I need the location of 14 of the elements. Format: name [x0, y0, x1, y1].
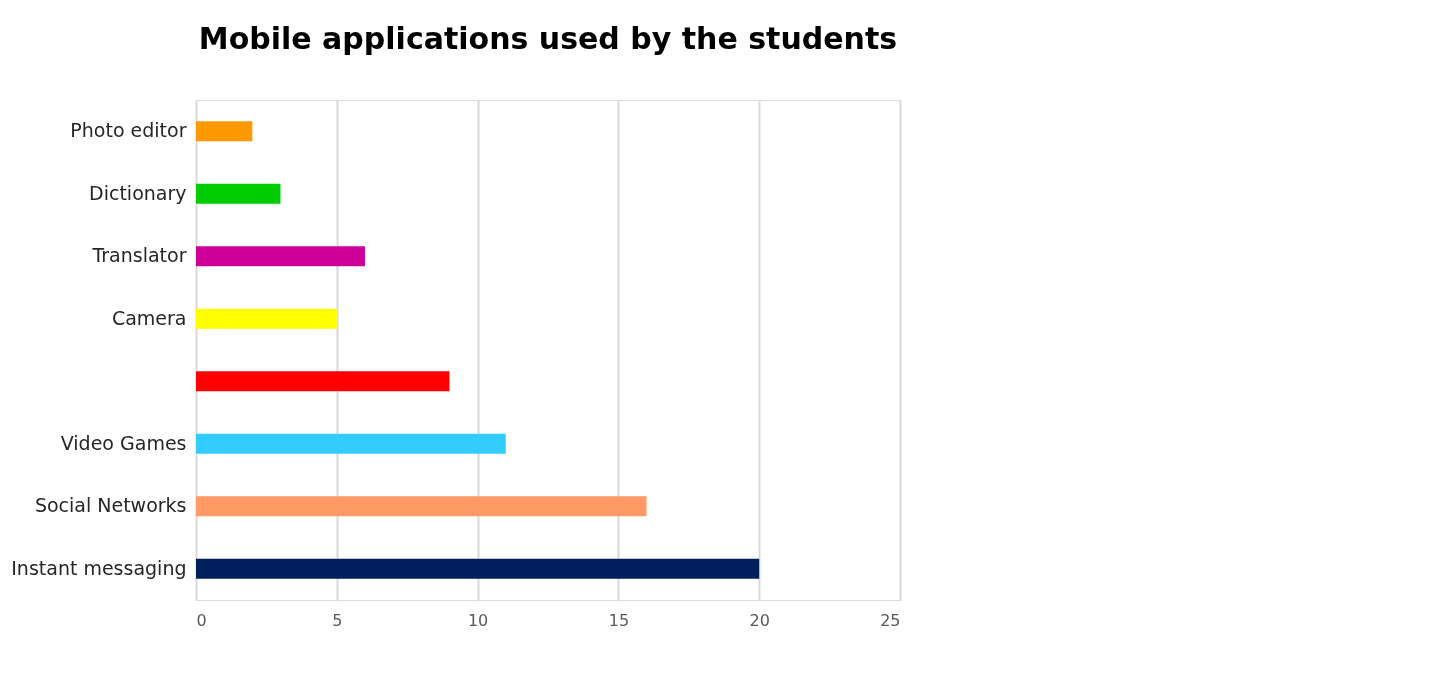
y-tick-label: Translator [91, 244, 187, 267]
x-tick-label: 5 [332, 610, 343, 630]
y-tick-label: Photo editor [70, 119, 187, 142]
x-tick-label: 10 [467, 610, 489, 630]
x-tick-label: 25 [880, 610, 901, 630]
x-tick-label: 20 [749, 610, 770, 630]
y-tick-label: Camera [111, 306, 187, 329]
x-tick-label: 15 [608, 610, 630, 630]
x-tick-label: 0 [196, 610, 207, 630]
y-tick-label: Dictionary [89, 181, 187, 204]
y-tick-label: Video Games [60, 431, 187, 454]
chart-title: Mobile applications used by the students [198, 21, 898, 56]
y-tick-label: Social Networks [34, 494, 187, 517]
y-tick-label: Instant messaging [11, 556, 187, 579]
